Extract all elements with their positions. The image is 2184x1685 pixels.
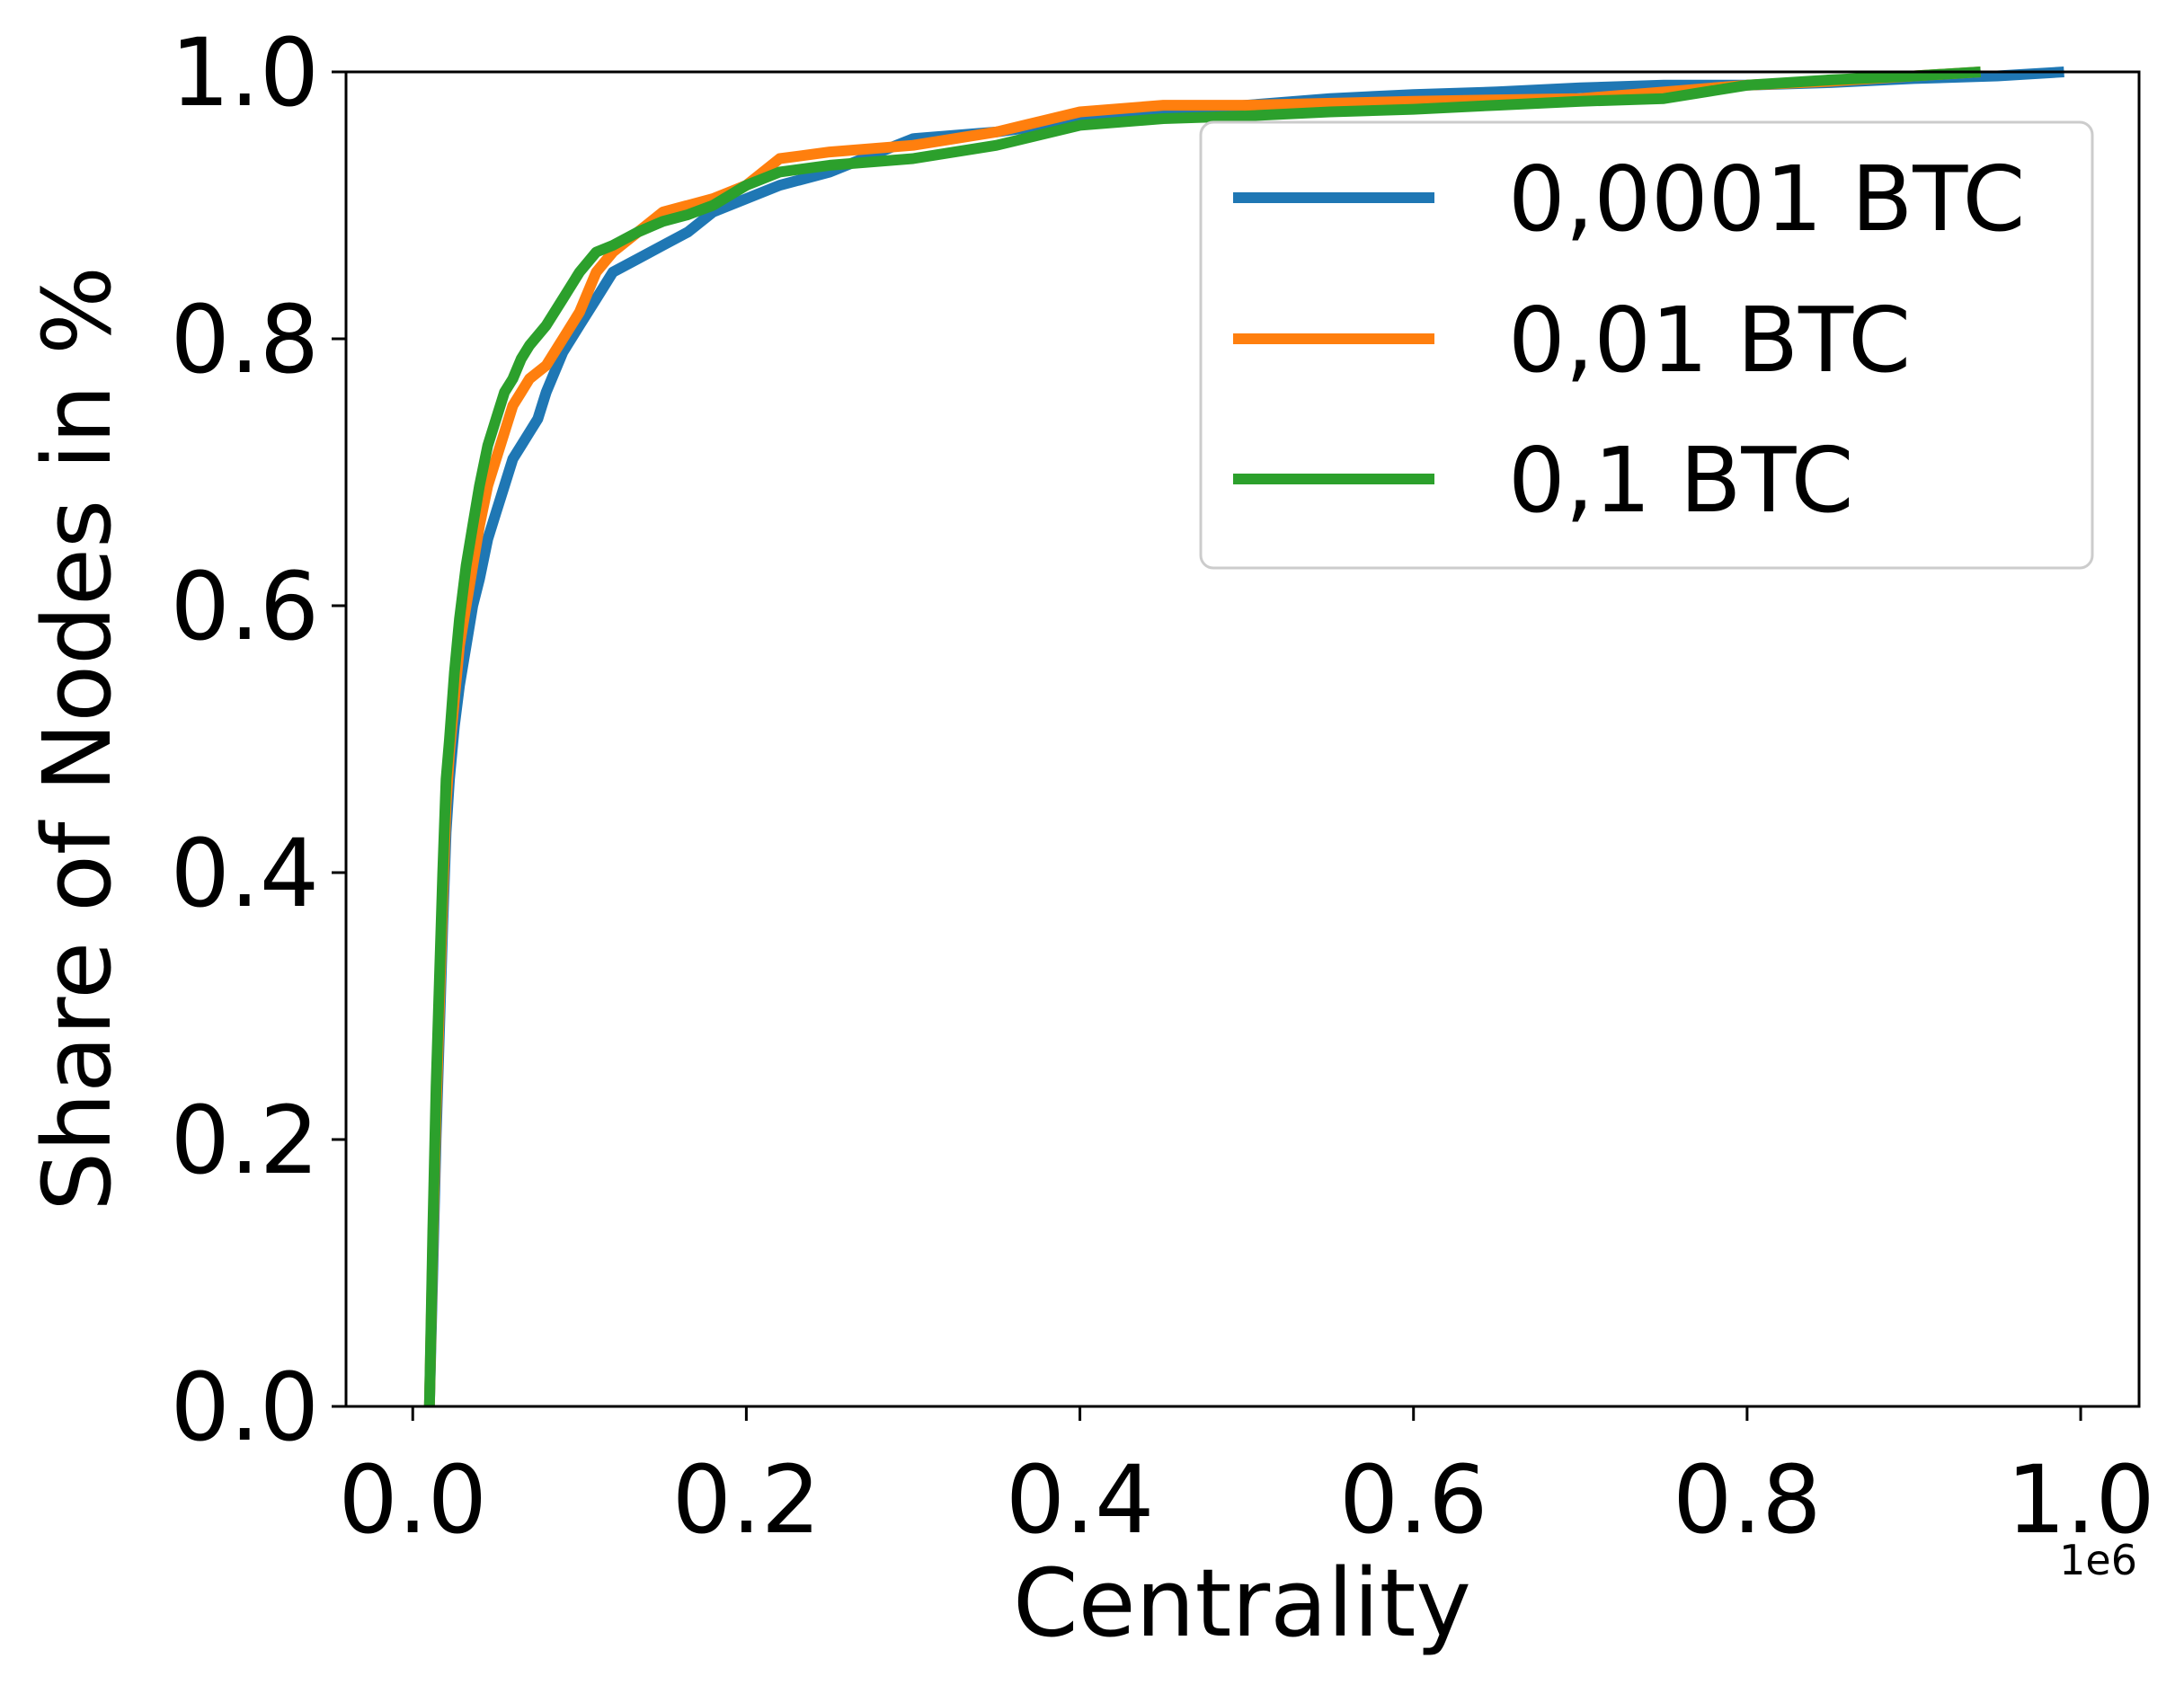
legend-label-1: 0,01 BTC bbox=[1508, 288, 1911, 393]
series-line-2 bbox=[423, 67, 1982, 1407]
y-tick-label: 1.0 bbox=[171, 18, 319, 128]
plot-frame bbox=[344, 70, 2141, 1408]
legend-label-2: 0,1 BTC bbox=[1508, 428, 1853, 533]
y-tick-label: 0.2 bbox=[171, 1086, 319, 1195]
y-axis-label: Share of Nodes in % bbox=[22, 266, 132, 1211]
series-layer bbox=[423, 67, 2064, 1407]
y-tick-label: 0.4 bbox=[171, 819, 319, 928]
y-tick-label: 0.6 bbox=[171, 552, 319, 661]
x-tick-label: 0.8 bbox=[1673, 1445, 1821, 1555]
x-axis-label: Centrality bbox=[1013, 1548, 1471, 1658]
x-axis: 0.0 0.2 0.4 0.6 0.8 1.0 bbox=[339, 1406, 2155, 1555]
x-tick-label: 1.0 bbox=[2006, 1445, 2154, 1555]
x-tick-label: 0.2 bbox=[672, 1445, 821, 1555]
x-tick-label: 0.4 bbox=[1006, 1445, 1154, 1555]
x-tick-label: 0.0 bbox=[339, 1445, 487, 1555]
y-axis: 0.0 0.2 0.4 0.6 0.8 1.0 bbox=[171, 18, 346, 1462]
y-tick-label: 0.0 bbox=[171, 1352, 319, 1462]
legend: 0,0001 BTC 0,01 BTC 0,1 BTC bbox=[1199, 120, 2094, 570]
x-tick-label: 0.6 bbox=[1339, 1445, 1487, 1555]
legend-label-0: 0,0001 BTC bbox=[1508, 146, 2025, 252]
y-tick-label: 0.8 bbox=[171, 285, 319, 395]
legend-box bbox=[1199, 120, 2094, 570]
x-axis-offset-label: 1e6 bbox=[2059, 1536, 2137, 1584]
